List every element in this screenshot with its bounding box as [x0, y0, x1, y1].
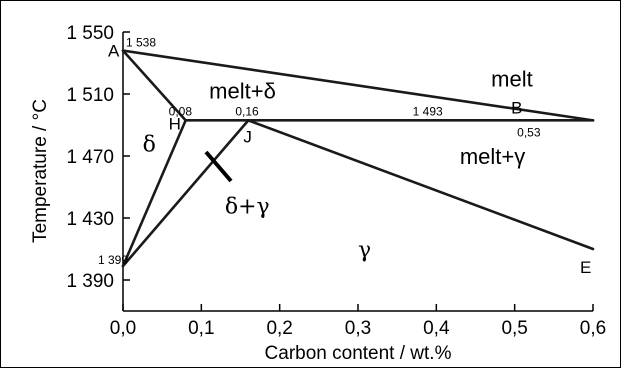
- value-annotation: 1 538: [126, 36, 156, 50]
- y-ticks: 1 550 1 510 1 470 1 430 1 390: [66, 23, 130, 292]
- value-annotation: 0,08: [169, 104, 193, 118]
- value-labels: 1 538 0,08 0,16 1 493 0,53 1 399: [98, 36, 541, 267]
- point-labels: A H J B E: [108, 42, 591, 277]
- y-tick-label: 1 550: [66, 23, 114, 44]
- point-label-a: A: [108, 42, 120, 61]
- phase-boundaries: [121, 49, 595, 268]
- x-tick-label: 0,4: [423, 318, 450, 339]
- region-label: melt+δ: [209, 79, 276, 104]
- x-tick-label: 0,6: [580, 318, 606, 339]
- value-annotation: 1 399: [98, 253, 128, 267]
- x-tick-label: 0,1: [188, 318, 214, 339]
- point-label-e: E: [580, 258, 591, 277]
- value-annotation: 1 493: [413, 104, 443, 118]
- arrow-line: [204, 150, 233, 183]
- x-tick-label: 0,2: [266, 318, 292, 339]
- arrow-indicator: [204, 150, 233, 183]
- x-ticks: 0,0 0,1 0,2 0,3 0,4 0,5 0,6: [110, 304, 606, 339]
- value-annotation: 0,53: [517, 125, 541, 139]
- point-label-j: J: [243, 127, 252, 146]
- phase-boundary-line: [121, 119, 187, 268]
- phase-boundary-line: [247, 119, 595, 251]
- y-tick-label: 1 430: [66, 209, 114, 230]
- y-axis-label: Temperature / °C: [30, 99, 51, 243]
- y-tick-label: 1 510: [66, 85, 114, 106]
- region-label: melt+γ: [460, 144, 525, 169]
- region-labels: melt melt+δ δ melt+γ δ+γ γ: [143, 66, 533, 263]
- phase-boundary-line: [121, 119, 250, 268]
- y-tick-label: 1 390: [66, 271, 114, 292]
- x-tick-label: 0,3: [345, 318, 371, 339]
- phase-boundary-line: [121, 49, 595, 122]
- point-label-b: B: [511, 98, 522, 117]
- region-label: γ: [358, 238, 371, 263]
- phase-boundary-line: [121, 49, 187, 122]
- region-label: δ: [143, 132, 156, 157]
- region-label: melt: [491, 66, 533, 91]
- x-tick-label: 0,0: [110, 318, 136, 339]
- value-annotation: 0,16: [235, 104, 259, 118]
- point-label-h: H: [169, 114, 181, 133]
- region-label: δ+γ: [225, 194, 270, 219]
- x-tick-label: 0,5: [501, 318, 527, 339]
- y-tick-label: 1 470: [66, 147, 114, 168]
- x-axis-label: Carbon content / wt.%: [265, 343, 452, 364]
